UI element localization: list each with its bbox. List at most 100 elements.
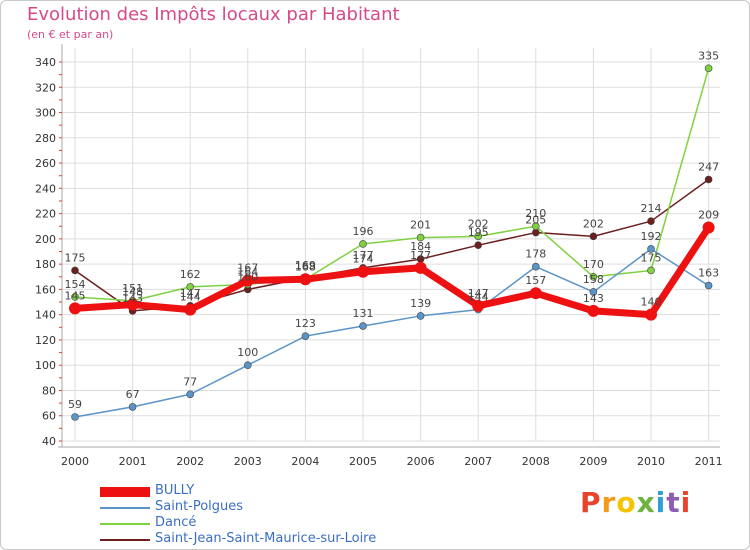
data-label: 168 xyxy=(295,260,316,273)
y-tick-label: 320 xyxy=(35,81,56,94)
data-point xyxy=(241,274,254,287)
data-label: 335 xyxy=(698,49,719,62)
data-point xyxy=(589,232,598,241)
legend-label-saint-jean: Saint-Jean-Saint-Maurice-sur-Loire xyxy=(155,531,377,546)
legend-swatch-saint-jean xyxy=(100,539,150,541)
data-label: 131 xyxy=(353,307,374,320)
data-label: 154 xyxy=(65,278,86,291)
data-point xyxy=(414,261,427,274)
data-label: 77 xyxy=(183,375,197,388)
logo-letter: t xyxy=(666,486,681,519)
x-tick-label: 2007 xyxy=(464,455,492,468)
data-label: 147 xyxy=(180,287,201,300)
y-tick-label: 340 xyxy=(35,56,56,69)
y-tick-label: 300 xyxy=(35,107,56,120)
chart-subtitle: (en € et par an) xyxy=(27,28,114,41)
data-point xyxy=(359,240,367,248)
y-tick-label: 180 xyxy=(35,258,56,271)
series-line xyxy=(74,67,710,302)
data-label: 169 xyxy=(295,259,316,272)
data-label: 151 xyxy=(122,282,143,295)
data-point xyxy=(357,265,369,278)
y-tick-label: 120 xyxy=(35,334,56,347)
data-point xyxy=(474,241,483,249)
x-tick-label: 2000 xyxy=(61,455,89,468)
y-tick-label: 160 xyxy=(35,283,56,296)
x-tick-label: 2010 xyxy=(637,455,665,468)
y-tick-label: 60 xyxy=(42,410,56,423)
data-label: 205 xyxy=(525,214,546,227)
logo-letter: P xyxy=(580,486,602,519)
data-label: 184 xyxy=(410,240,431,253)
proxiti-logo: Proxiti xyxy=(580,486,691,519)
y-tick-label: 80 xyxy=(42,384,56,397)
y-tick-label: 100 xyxy=(35,359,56,372)
x-tick-label: 2003 xyxy=(234,455,262,468)
data-point xyxy=(126,298,139,311)
data-label: 162 xyxy=(180,268,201,281)
data-point xyxy=(299,273,312,286)
legend-label-saint-polgues: Saint-Polgues xyxy=(155,499,244,514)
data-point xyxy=(589,288,598,296)
x-tick-label: 2002 xyxy=(176,455,204,468)
data-label: 196 xyxy=(353,225,374,238)
data-label: 144 xyxy=(180,291,201,304)
logo-letter: x xyxy=(636,486,656,519)
data-label: 123 xyxy=(295,317,316,330)
data-point xyxy=(587,304,600,317)
data-point xyxy=(416,233,425,242)
data-label: 67 xyxy=(126,388,140,401)
data-point xyxy=(71,413,79,421)
data-label: 168 xyxy=(295,260,316,273)
data-label: 59 xyxy=(68,398,82,411)
data-label: 160 xyxy=(237,270,258,283)
data-label: 202 xyxy=(468,217,489,230)
data-point xyxy=(704,64,713,73)
data-point xyxy=(531,228,540,237)
data-label: 143 xyxy=(583,292,604,305)
data-point xyxy=(128,403,137,411)
y-tick-label: 140 xyxy=(35,309,56,322)
y-tick-label: 200 xyxy=(35,233,56,246)
chart-title: Evolution des Impôts locaux par Habitant xyxy=(27,4,400,25)
data-label: 177 xyxy=(410,249,431,262)
data-label: 214 xyxy=(641,202,662,215)
data-point xyxy=(647,217,655,225)
data-point xyxy=(647,245,655,253)
legend-label-dance: Dancé xyxy=(155,515,197,530)
legend-label-bully: BULLY xyxy=(155,483,195,498)
data-label: 177 xyxy=(353,249,374,262)
data-label: 178 xyxy=(525,248,546,261)
data-point xyxy=(416,312,425,320)
legend-swatch-dance xyxy=(100,523,150,525)
data-label: 100 xyxy=(237,346,258,359)
data-label: 144 xyxy=(468,291,489,304)
data-point xyxy=(589,272,598,281)
grid-layer xyxy=(62,48,720,442)
y-tick-label: 240 xyxy=(35,182,56,195)
y-tick-label: 40 xyxy=(42,435,56,448)
data-point xyxy=(702,221,715,234)
data-point xyxy=(645,308,657,321)
logo-letter: o xyxy=(616,486,637,519)
data-point xyxy=(186,390,194,399)
series-line xyxy=(74,248,710,418)
data-label: 148 xyxy=(122,286,143,299)
data-point xyxy=(301,332,310,340)
data-point xyxy=(704,281,713,290)
data-point xyxy=(359,322,367,330)
data-label: 145 xyxy=(65,289,86,302)
data-label: 192 xyxy=(641,230,662,243)
data-point xyxy=(704,175,713,184)
data-point xyxy=(71,266,79,275)
x-tick-label: 2001 xyxy=(119,455,147,468)
data-label: 202 xyxy=(583,217,604,230)
legend-swatch-bully xyxy=(100,487,150,497)
x-tick-label: 2004 xyxy=(291,455,319,468)
data-label: 164 xyxy=(237,265,258,278)
data-label: 157 xyxy=(525,274,546,287)
data-label: 201 xyxy=(410,219,431,232)
data-label: 163 xyxy=(698,267,719,280)
